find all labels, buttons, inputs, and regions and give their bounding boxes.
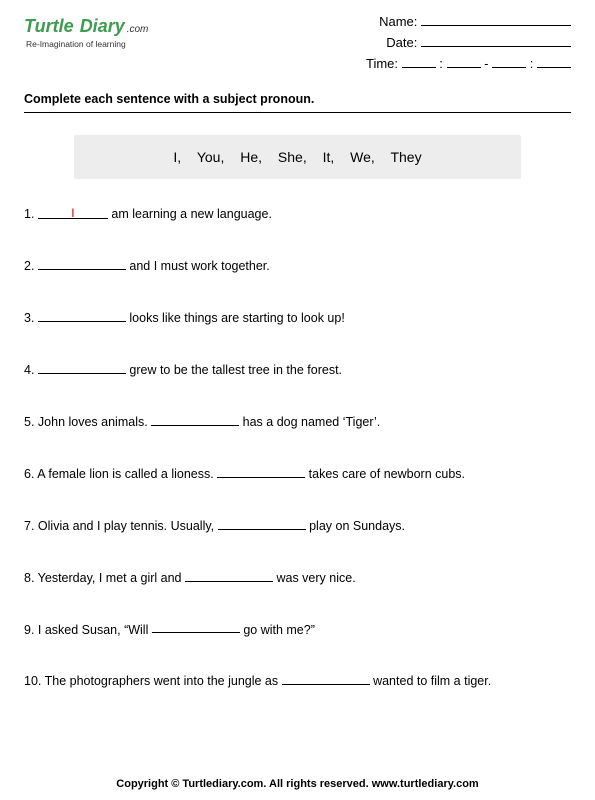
logo: Turtle Diary .com Re-Imagination of lear… [24, 12, 148, 49]
time-line-1 [402, 56, 436, 68]
q-num: 3. [24, 311, 34, 325]
time-colon-2: : [530, 56, 534, 71]
q-before: The photographers went into the jungle a… [41, 674, 281, 688]
logo-word-2: Diary [80, 16, 125, 37]
answer-blank [38, 310, 126, 322]
answer-text: I [71, 206, 74, 220]
answer-blank [218, 518, 306, 530]
name-line [421, 14, 571, 26]
q-text: grew to be the tallest tree in the fores… [126, 363, 342, 377]
word-bank: I, You, He, She, It, We, They [74, 135, 521, 179]
question-4: 4. grew to be the tallest tree in the fo… [24, 362, 571, 377]
q-before: John loves animals. [34, 415, 151, 429]
time-row: Time: : - : [366, 54, 571, 75]
answer-blank [282, 673, 370, 685]
answer-blank [38, 362, 126, 374]
name-row: Name: [366, 12, 571, 33]
q-text: am learning a new language. [108, 207, 272, 221]
question-6: 6. A female lion is called a lioness. ta… [24, 466, 571, 481]
q-text: go with me?” [240, 622, 315, 636]
logo-word-1: Turtle [24, 16, 74, 37]
q-before: I asked Susan, “Will [34, 622, 151, 636]
time-line-2 [447, 56, 481, 68]
logo-dotcom: .com [127, 24, 149, 35]
q-num: 4. [24, 363, 34, 377]
date-row: Date: [366, 33, 571, 54]
q-text: wanted to film a tiger. [370, 674, 492, 688]
student-info: Name: Date: Time: : - : [366, 12, 571, 74]
q-num: 10. [24, 674, 41, 688]
answer-blank [38, 258, 126, 270]
question-10: 10. The photographers went into the jung… [24, 673, 571, 688]
q-before: A female lion is called a lioness. [34, 467, 217, 481]
header: Turtle Diary .com Re-Imagination of lear… [24, 12, 571, 74]
q-num: 6. [24, 467, 34, 481]
time-dash: - [484, 56, 488, 71]
name-label: Name: [379, 12, 417, 33]
question-7: 7. Olivia and I play tennis. Usually, pl… [24, 518, 571, 533]
divider [24, 112, 571, 113]
q-before: Yesterday, I met a girl and [34, 571, 185, 585]
question-3: 3. looks like things are starting to loo… [24, 310, 571, 325]
q-text: has a dog named ‘Tiger’. [239, 415, 380, 429]
q-text: and I must work together. [126, 259, 270, 273]
logo-main: Turtle Diary .com [24, 16, 148, 37]
time-colon-1: : [439, 56, 443, 71]
q-text: was very nice. [273, 571, 356, 585]
footer: Copyright © Turtlediary.com. All rights … [0, 778, 595, 790]
q-text: takes care of newborn cubs. [305, 467, 465, 481]
answer-blank [217, 466, 305, 478]
date-line [421, 35, 571, 47]
instruction: Complete each sentence with a subject pr… [24, 92, 571, 106]
q-num: 9. [24, 622, 34, 636]
q-num: 5. [24, 415, 34, 429]
answer-blank [152, 622, 240, 634]
question-5: 5. John loves animals. has a dog named ‘… [24, 414, 571, 429]
q-before: Olivia and I play tennis. Usually, [34, 519, 217, 533]
answer-blank: I [38, 207, 108, 219]
answer-blank [151, 414, 239, 426]
question-2: 2. and I must work together. [24, 258, 571, 273]
question-8: 8. Yesterday, I met a girl and was very … [24, 570, 571, 585]
time-line-4 [537, 56, 571, 68]
q-num: 8. [24, 571, 34, 585]
q-num: 7. [24, 519, 34, 533]
time-line-3 [492, 56, 526, 68]
question-1: 1. I am learning a new language. [24, 207, 571, 221]
q-text: play on Sundays. [306, 519, 405, 533]
q-num: 2. [24, 259, 34, 273]
answer-blank [185, 570, 273, 582]
logo-tagline: Re-Imagination of learning [26, 39, 148, 49]
q-num: 1. [24, 207, 34, 221]
question-9: 9. I asked Susan, “Will go with me?” [24, 622, 571, 637]
time-label: Time: [366, 54, 398, 75]
date-label: Date: [386, 33, 417, 54]
q-text: looks like things are starting to look u… [126, 311, 345, 325]
question-list: 1. I am learning a new language. 2. and … [24, 207, 571, 688]
